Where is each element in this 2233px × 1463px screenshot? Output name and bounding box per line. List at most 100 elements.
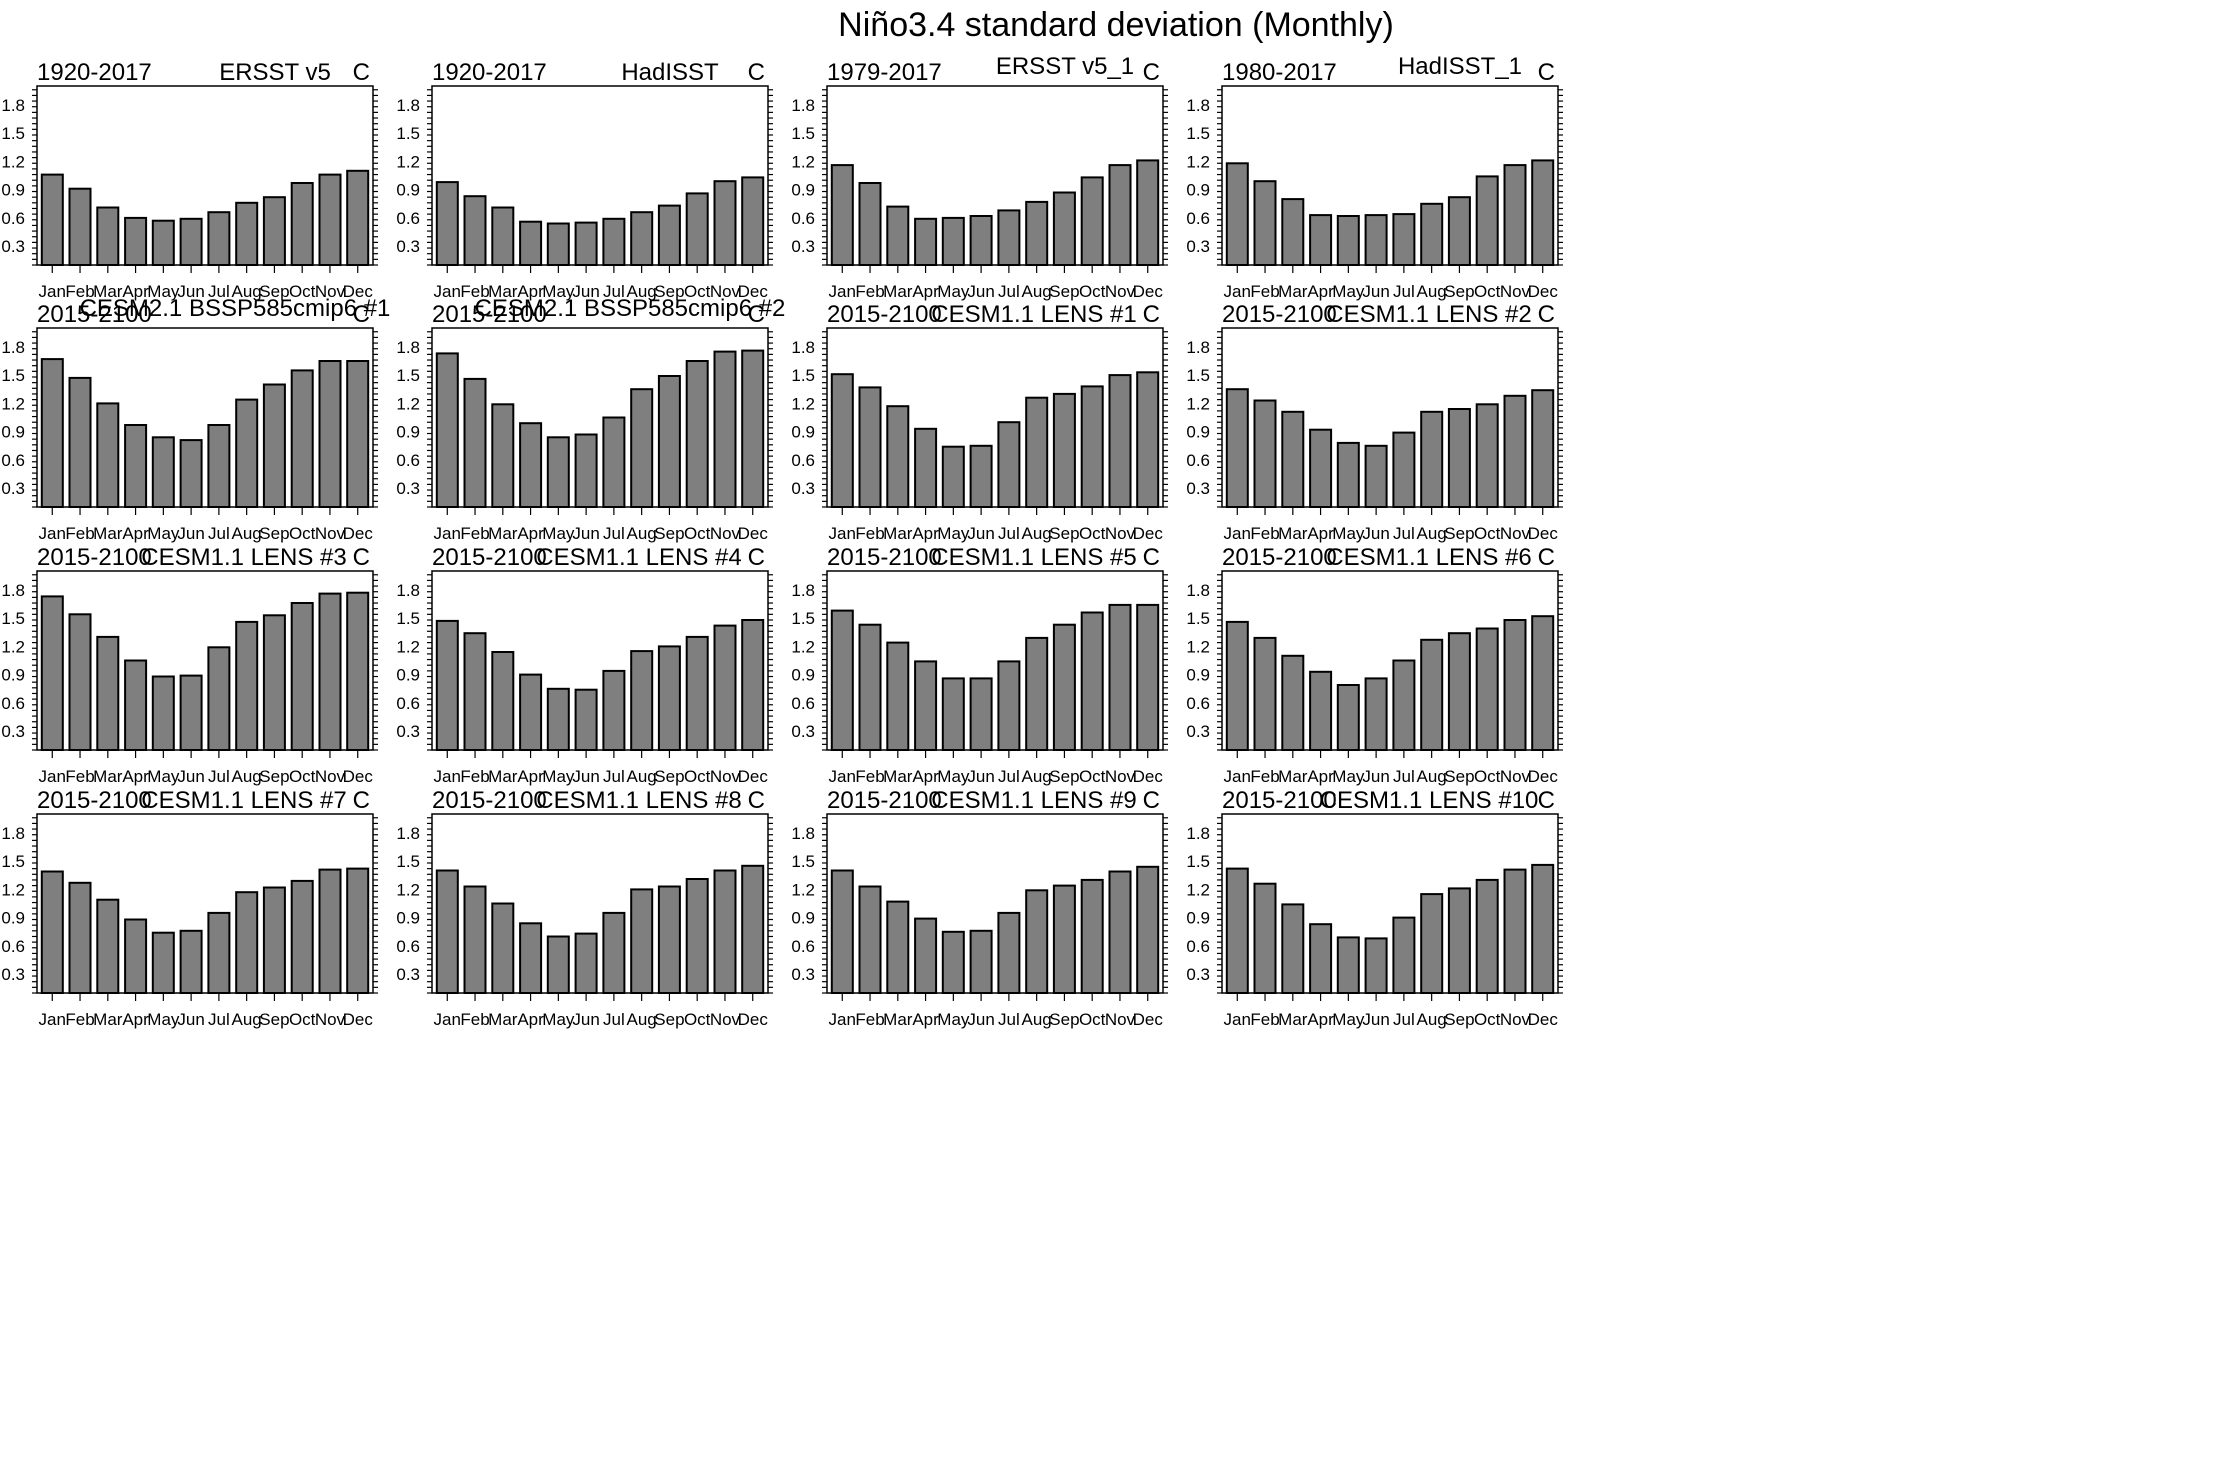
y-tick-label: 0.6 bbox=[396, 694, 420, 713]
bar-nov bbox=[713, 350, 737, 508]
bar-jul bbox=[1392, 659, 1416, 751]
x-tick-label: May bbox=[1332, 282, 1365, 301]
x-tick-label: Jun bbox=[967, 767, 994, 786]
x-tick-label: Jul bbox=[208, 524, 230, 543]
bar-apr bbox=[1309, 214, 1333, 267]
bar-dec bbox=[1136, 865, 1160, 994]
y-tick-label: 0.3 bbox=[1186, 237, 1210, 256]
bar-nov bbox=[713, 180, 737, 266]
bar-oct bbox=[1080, 878, 1104, 995]
x-tick-label: Jul bbox=[1393, 524, 1415, 543]
x-tick-label: Jun bbox=[1362, 524, 1389, 543]
bar-nov bbox=[318, 360, 342, 508]
panel-period: 2015-2100 bbox=[432, 301, 547, 328]
y-tick-label: 1.2 bbox=[791, 880, 815, 899]
panel-title: CESM1.1 LENS #1 bbox=[931, 301, 1136, 328]
bar-aug bbox=[1025, 636, 1049, 752]
bar-nov bbox=[1108, 164, 1132, 267]
x-tick-label: Sep bbox=[259, 767, 289, 786]
bar-feb bbox=[68, 613, 92, 751]
y-tick-label: 0.6 bbox=[791, 451, 815, 470]
x-tick-label: Feb bbox=[855, 524, 884, 543]
x-tick-label: Mar bbox=[883, 1010, 913, 1029]
x-tick-label: Apr bbox=[517, 282, 544, 301]
y-tick-label: 1.2 bbox=[396, 394, 420, 413]
x-tick-label: Nov bbox=[710, 1010, 741, 1029]
bar-jan bbox=[435, 181, 459, 267]
bar-may bbox=[546, 436, 570, 508]
panel-units: C bbox=[353, 59, 370, 86]
y-tick-label: 1.5 bbox=[396, 366, 420, 385]
bar-jun bbox=[179, 674, 203, 751]
bar-dec bbox=[1531, 389, 1555, 509]
panel-units: C bbox=[1538, 301, 1555, 328]
bar-sep bbox=[262, 383, 286, 508]
y-tick-label: 1.2 bbox=[1, 637, 25, 656]
x-tick-label: Aug bbox=[627, 1010, 657, 1029]
x-tick-label: Jul bbox=[998, 524, 1020, 543]
x-tick-label: Oct bbox=[1474, 524, 1501, 543]
bar-jul bbox=[602, 416, 626, 508]
bar-nov bbox=[1503, 868, 1527, 994]
y-tick-label: 0.6 bbox=[1, 451, 25, 470]
x-tick-label: Nov bbox=[1105, 524, 1136, 543]
plot-frame bbox=[36, 813, 374, 994]
x-tick-label: May bbox=[542, 282, 575, 301]
x-tick-label: Jan bbox=[434, 282, 461, 301]
plot-frame bbox=[1221, 813, 1559, 994]
panel-period: 1979-2017 bbox=[827, 59, 942, 86]
x-tick-label: Dec bbox=[343, 524, 374, 543]
x-tick-label: Jun bbox=[572, 524, 599, 543]
y-tick-label: 0.3 bbox=[1186, 722, 1210, 741]
bar-jan bbox=[830, 373, 854, 509]
bar-jun bbox=[574, 433, 598, 508]
panel-title: CESM2.1 BSSP585cmip6 #2 bbox=[475, 295, 786, 322]
y-tick-label: 1.2 bbox=[396, 152, 420, 171]
y-tick-label: 1.2 bbox=[791, 152, 815, 171]
x-tick-label: Mar bbox=[1278, 1010, 1308, 1029]
bar-jan bbox=[435, 352, 459, 508]
x-tick-label: Dec bbox=[343, 767, 374, 786]
x-tick-label: Nov bbox=[710, 524, 741, 543]
y-tick-label: 1.8 bbox=[396, 338, 420, 357]
x-tick-label: Oct bbox=[1474, 282, 1501, 301]
bar-nov bbox=[1108, 603, 1132, 752]
x-tick-label: Aug bbox=[1022, 767, 1052, 786]
bar-feb bbox=[463, 377, 487, 508]
bar-mar bbox=[886, 405, 910, 509]
x-tick-label: Sep bbox=[654, 282, 684, 301]
x-tick-label: Nov bbox=[1105, 767, 1136, 786]
bar-may bbox=[941, 216, 965, 266]
x-tick-label: May bbox=[147, 1010, 180, 1029]
x-tick-label: Feb bbox=[65, 767, 94, 786]
x-tick-label: Jul bbox=[1393, 1010, 1415, 1029]
x-tick-label: Apr bbox=[517, 1010, 544, 1029]
y-tick-label: 0.9 bbox=[1186, 666, 1210, 685]
bar-jan bbox=[40, 173, 64, 267]
x-tick-label: Oct bbox=[1079, 524, 1106, 543]
x-tick-label: Sep bbox=[1444, 524, 1474, 543]
panel-period: 2015-2100 bbox=[1222, 544, 1337, 571]
x-tick-label: May bbox=[937, 767, 970, 786]
y-tick-label: 1.8 bbox=[791, 581, 815, 600]
x-tick-label: Nov bbox=[1500, 282, 1531, 301]
x-tick-label: Jun bbox=[967, 282, 994, 301]
panel-title: ERSST v5 bbox=[219, 59, 331, 86]
x-tick-label: May bbox=[542, 524, 575, 543]
x-tick-label: Apr bbox=[912, 767, 939, 786]
x-tick-label: Sep bbox=[1444, 1010, 1474, 1029]
y-tick-label: 0.3 bbox=[791, 722, 815, 741]
x-tick-label: Aug bbox=[1022, 1010, 1052, 1029]
bar-aug bbox=[235, 891, 259, 995]
bar-jan bbox=[435, 619, 459, 752]
x-tick-label: Mar bbox=[93, 524, 123, 543]
y-tick-label: 0.3 bbox=[396, 237, 420, 256]
x-tick-label: Nov bbox=[1105, 282, 1136, 301]
x-tick-label: May bbox=[1332, 1010, 1365, 1029]
y-tick-label: 1.5 bbox=[1186, 609, 1210, 628]
x-tick-label: Oct bbox=[684, 767, 711, 786]
x-tick-label: Feb bbox=[855, 1010, 884, 1029]
